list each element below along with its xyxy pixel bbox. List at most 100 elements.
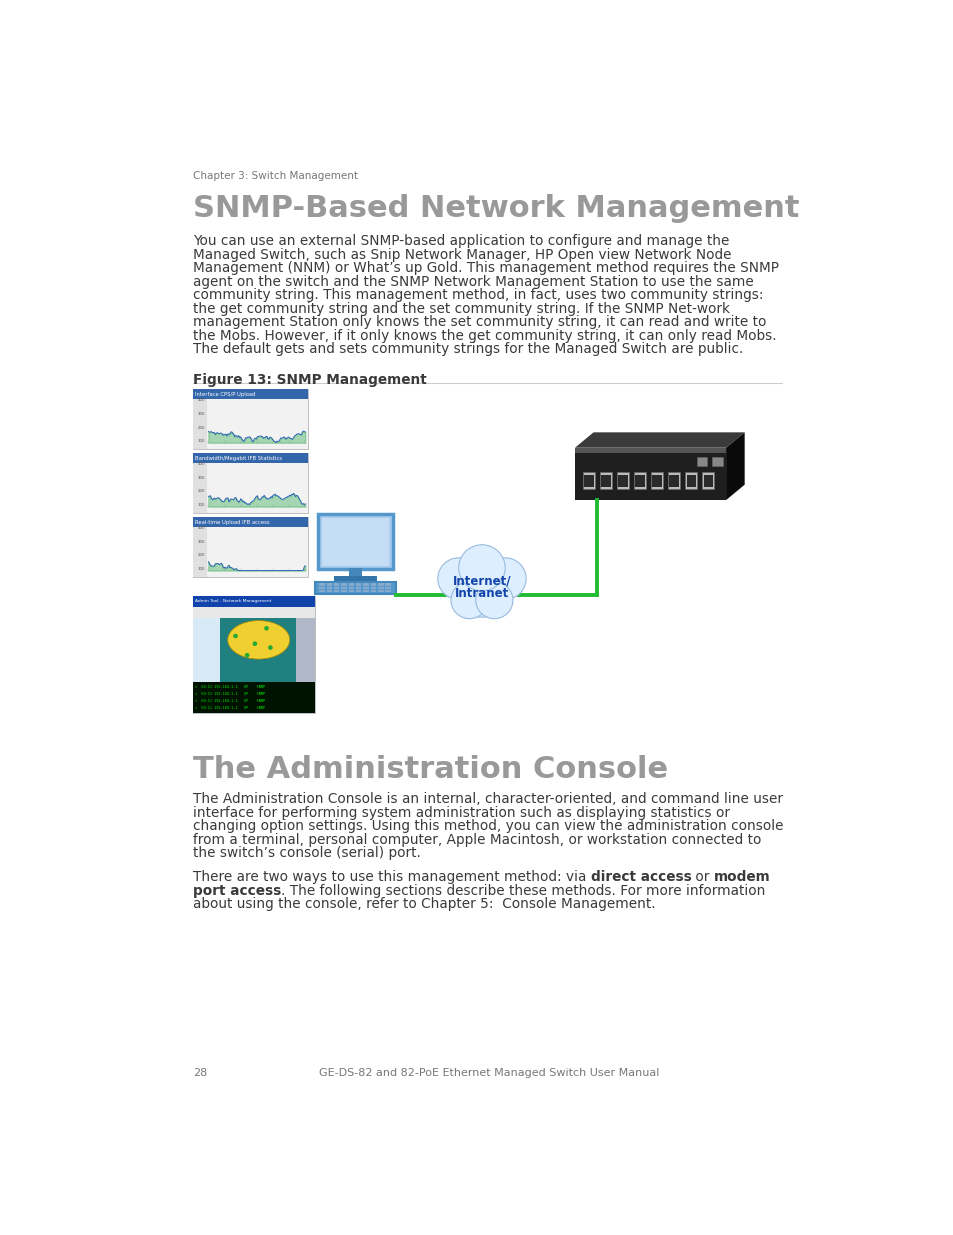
- Text: The default gets and sets community strings for the Managed Switch are public.: The default gets and sets community stri…: [193, 342, 742, 356]
- Circle shape: [437, 558, 479, 599]
- Bar: [600, 474, 610, 487]
- Bar: [319, 590, 324, 593]
- Bar: [193, 516, 307, 526]
- Text: direct access: direct access: [590, 871, 691, 884]
- Bar: [703, 474, 712, 487]
- Text: 400: 400: [197, 399, 205, 403]
- Bar: [575, 448, 725, 500]
- Text: SNMP-Based Network Management: SNMP-Based Network Management: [193, 194, 799, 224]
- Bar: [377, 590, 383, 593]
- Text: Real-time Upload IFB access: Real-time Upload IFB access: [195, 520, 270, 525]
- Bar: [377, 583, 383, 585]
- Text: interface for performing system administration such as displaying statistics or: interface for performing system administ…: [193, 805, 729, 820]
- Bar: [193, 526, 207, 577]
- Bar: [334, 576, 377, 583]
- Text: community string. This management method, in fact, uses two community strings:: community string. This management method…: [193, 288, 762, 303]
- Text: Internet/: Internet/: [453, 574, 511, 588]
- Bar: [315, 582, 395, 594]
- Text: 400: 400: [197, 526, 205, 530]
- Bar: [618, 474, 627, 487]
- Text: >  00:11 192.168.1.1   UP    SNMP: > 00:11 192.168.1.1 UP SNMP: [195, 706, 265, 710]
- Bar: [385, 590, 391, 593]
- Circle shape: [253, 641, 257, 646]
- Text: 300: 300: [197, 540, 205, 543]
- Bar: [599, 472, 612, 489]
- Bar: [318, 514, 393, 569]
- Text: 200: 200: [197, 489, 205, 494]
- Bar: [193, 453, 307, 463]
- Circle shape: [484, 558, 525, 599]
- Circle shape: [449, 552, 514, 618]
- Text: Interface CPS/P Upload: Interface CPS/P Upload: [195, 391, 255, 396]
- Bar: [575, 448, 725, 453]
- Bar: [371, 590, 375, 593]
- Bar: [348, 587, 354, 589]
- Bar: [667, 472, 679, 489]
- Bar: [341, 583, 346, 585]
- Circle shape: [245, 653, 249, 657]
- Text: 28: 28: [193, 1067, 207, 1078]
- Bar: [635, 474, 644, 487]
- Text: . The following sections describe these methods. For more information: . The following sections describe these …: [281, 884, 764, 898]
- Text: 100: 100: [197, 440, 205, 443]
- Text: >  00:11 192.168.1.1   UP    SNMP: > 00:11 192.168.1.1 UP SNMP: [195, 692, 265, 697]
- Bar: [363, 583, 369, 585]
- Circle shape: [458, 545, 505, 592]
- Circle shape: [451, 582, 488, 619]
- Text: >  00:11 192.168.1.1   UP    SNMP: > 00:11 192.168.1.1 UP SNMP: [195, 699, 265, 703]
- Bar: [684, 472, 697, 489]
- Polygon shape: [575, 432, 744, 448]
- Bar: [385, 583, 391, 585]
- Bar: [348, 583, 354, 585]
- Text: Intranet: Intranet: [455, 587, 509, 600]
- Bar: [319, 583, 324, 585]
- Bar: [319, 587, 324, 589]
- Bar: [371, 583, 375, 585]
- Bar: [363, 590, 369, 593]
- Bar: [355, 590, 361, 593]
- Text: 200: 200: [197, 553, 205, 557]
- Bar: [326, 590, 332, 593]
- Bar: [349, 568, 361, 577]
- Text: Bandwidth/Megabit IFB Statistics: Bandwidth/Megabit IFB Statistics: [195, 456, 282, 461]
- Text: modem: modem: [714, 871, 770, 884]
- Text: The Administration Console: The Administration Console: [193, 756, 667, 784]
- Bar: [385, 587, 391, 589]
- Text: Figure 13: SNMP Management: Figure 13: SNMP Management: [193, 373, 426, 387]
- Bar: [348, 590, 354, 593]
- Bar: [193, 682, 315, 713]
- Text: >  00:11 192.168.1.1   UP    SNMP: > 00:11 192.168.1.1 UP SNMP: [195, 685, 265, 689]
- Text: There are two ways to use this management method: via: There are two ways to use this managemen…: [193, 871, 590, 884]
- Bar: [355, 583, 361, 585]
- Bar: [363, 587, 369, 589]
- Bar: [701, 472, 714, 489]
- Text: 300: 300: [197, 412, 205, 416]
- Bar: [322, 517, 389, 566]
- Bar: [377, 587, 383, 589]
- Bar: [341, 587, 346, 589]
- Text: 100: 100: [197, 567, 205, 571]
- Bar: [220, 618, 315, 682]
- Bar: [193, 618, 220, 682]
- Bar: [582, 472, 595, 489]
- Text: Managed Switch, such as Snip Network Manager, HP Open view Network Node: Managed Switch, such as Snip Network Man…: [193, 248, 731, 262]
- Bar: [334, 590, 339, 593]
- Text: port access: port access: [193, 884, 281, 898]
- Bar: [193, 597, 315, 606]
- Text: GE-DS-82 and 82-PoE Ethernet Managed Switch User Manual: GE-DS-82 and 82-PoE Ethernet Managed Swi…: [318, 1067, 659, 1078]
- Bar: [193, 597, 315, 713]
- Text: the Mobs. However, if it only knows the get community string, it can only read M: the Mobs. However, if it only knows the …: [193, 329, 776, 343]
- Bar: [696, 457, 707, 466]
- Bar: [355, 587, 361, 589]
- Polygon shape: [725, 432, 744, 500]
- Bar: [334, 587, 339, 589]
- Text: management Station only knows the set community string, it can read and write to: management Station only knows the set co…: [193, 315, 765, 330]
- Bar: [193, 453, 307, 513]
- Text: changing option settings. Using this method, you can view the administration con: changing option settings. Using this met…: [193, 819, 782, 834]
- Bar: [341, 590, 346, 593]
- Bar: [652, 474, 661, 487]
- Bar: [711, 457, 722, 466]
- Ellipse shape: [228, 621, 290, 659]
- Bar: [326, 587, 332, 589]
- Text: 300: 300: [197, 475, 205, 480]
